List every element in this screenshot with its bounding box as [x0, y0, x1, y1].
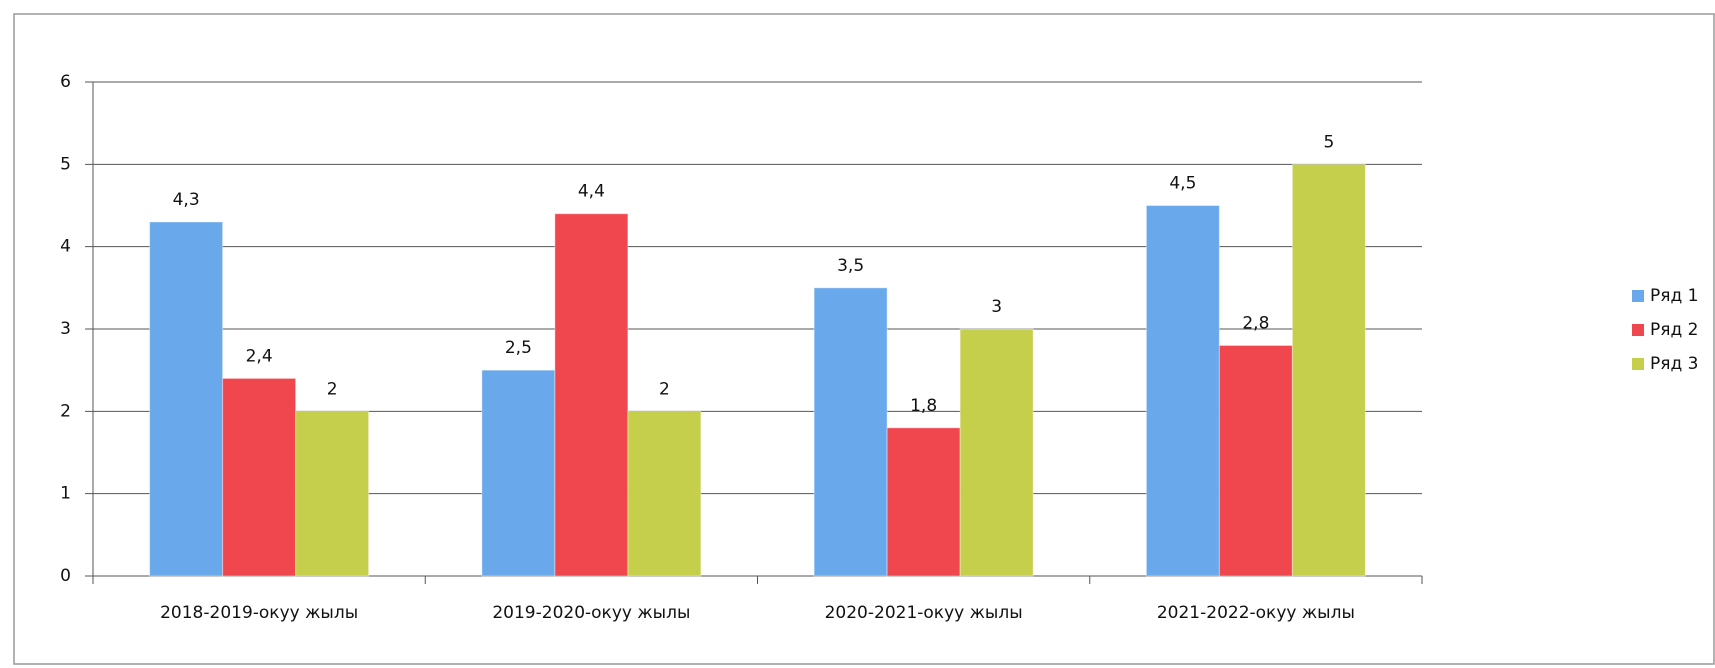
legend-label: Ряд 2 [1650, 320, 1698, 340]
x-tick-label: 2018-2019-окуу жылы [160, 603, 358, 623]
bar [959, 328, 1034, 577]
data-label: 2 [659, 379, 670, 399]
data-label: 3 [991, 297, 1002, 317]
data-label: 2,8 [1242, 313, 1269, 333]
data-label: 4,4 [578, 182, 605, 202]
data-label: 2,5 [505, 338, 532, 358]
data-label: 2,4 [246, 346, 273, 366]
y-tick-label: 1 [60, 484, 71, 504]
bar [627, 410, 702, 577]
legend-swatch [1632, 358, 1644, 370]
legend-label: Ряд 3 [1650, 354, 1698, 374]
bar [813, 287, 888, 577]
y-tick-label: 4 [60, 237, 71, 257]
bar [149, 221, 224, 577]
legend-label: Ряд 1 [1650, 286, 1698, 306]
bar [554, 213, 629, 577]
y-tick-label: 5 [60, 154, 71, 174]
legend-swatch [1632, 324, 1644, 336]
bar [1291, 163, 1366, 577]
y-tick-label: 0 [60, 566, 71, 586]
data-label: 4,3 [173, 190, 200, 210]
x-tick-label: 2020-2021-окуу жылы [825, 603, 1023, 623]
data-label: 4,5 [1169, 174, 1196, 194]
bar [481, 369, 556, 577]
bar [295, 410, 370, 577]
bar [1145, 205, 1220, 577]
bar [1218, 344, 1293, 577]
y-tick-label: 2 [60, 401, 71, 421]
data-label: 2 [327, 379, 338, 399]
data-label: 1,8 [910, 396, 937, 416]
bar [222, 377, 297, 577]
data-label: 3,5 [837, 256, 864, 276]
bar [886, 427, 961, 577]
data-label: 5 [1323, 132, 1334, 152]
x-tick-label: 2019-2020-окуу жылы [492, 603, 690, 623]
legend-swatch [1632, 290, 1644, 302]
x-tick-label: 2021-2022-окуу жылы [1157, 603, 1355, 623]
y-tick-label: 6 [60, 72, 71, 92]
chart-frame [13, 13, 1715, 665]
y-tick-label: 3 [60, 319, 71, 339]
